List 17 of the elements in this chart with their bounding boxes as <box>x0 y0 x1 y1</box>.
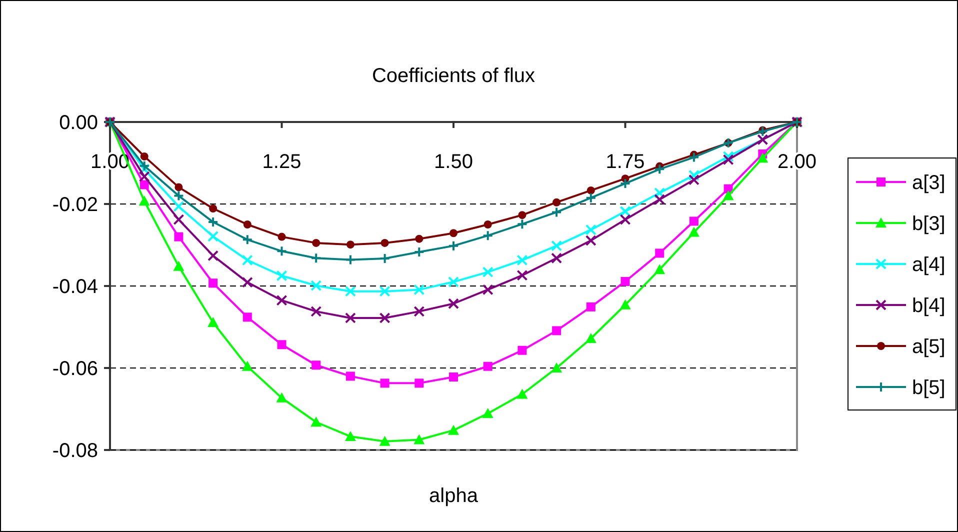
y-tick-label: 0.00 <box>59 112 98 134</box>
legend-label: a[5] <box>912 336 946 358</box>
legend-label: b[3] <box>912 213 946 235</box>
legend-label: b[4] <box>912 295 946 317</box>
y-tick-label: -0.02 <box>52 194 98 216</box>
x-tick-label: 1.75 <box>606 151 645 173</box>
y-tick-label: -0.06 <box>52 358 98 380</box>
legend-label: b[5] <box>912 377 946 399</box>
y-tick-label: -0.08 <box>52 440 98 462</box>
x-tick-label: 1.25 <box>262 151 302 173</box>
x-axis-title: alpha <box>429 485 479 507</box>
y-tick-label: -0.04 <box>52 276 98 298</box>
legend-label: a[3] <box>912 172 946 194</box>
chart-title: Coefficients of flux <box>372 65 536 87</box>
legend-label: a[4] <box>912 254 946 276</box>
x-tick-label: 1.50 <box>434 151 473 173</box>
x-tick-label: 2.00 <box>778 151 816 173</box>
